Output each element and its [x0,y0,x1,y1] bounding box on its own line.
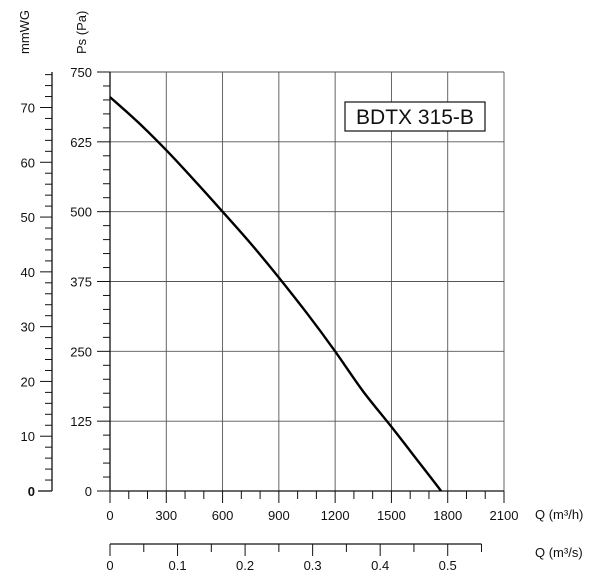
x-m3h-tick-label: 600 [212,508,234,523]
performance-curve [109,96,443,492]
y-pa-tick-label: 500 [70,205,92,220]
y-mmwg-tick-label: 40 [21,265,35,280]
x-m3s-tick-label: 0.3 [304,558,322,573]
grid [110,71,505,491]
y-axis-label-mmwg: mmWG [17,10,32,54]
y-pa-tick-label: 125 [70,414,92,429]
x-m3h-tick-label: 1800 [433,508,462,523]
x-axis-label-m3s: Q (m³/s) [535,545,583,560]
y-mmwg-tick-label: 50 [21,210,35,225]
x-m3s-tick-label: 0.1 [169,558,187,573]
y-mmwg-tick-label: 60 [21,155,35,170]
y-pa-tick-label: 250 [70,344,92,359]
y-mmwg-tick-label: 0 [28,484,35,499]
x-m3h-tick-label: 300 [155,508,177,523]
x-m3s-tick-label: 0 [106,558,113,573]
x-m3h-tick-label: 1200 [321,508,350,523]
y-mmwg-tick-label: 30 [21,320,35,335]
x-m3s-tick-label: 0.2 [236,558,254,573]
y-mmwg-tick-label: 20 [21,374,35,389]
y-axis-label-pa: Ps (Pa) [74,11,89,54]
y-pa-tick-label: 625 [70,135,92,150]
x-m3s-tick-label: 0.5 [439,558,457,573]
chart-title-frame [344,101,486,132]
x-m3h-tick-label: 0 [106,508,113,523]
y-pa-tick-label: 375 [70,275,92,290]
x-m3s-tick-label: 0.4 [371,558,389,573]
y-pa-tick-label: 0 [85,484,92,499]
series [109,96,443,492]
x-m3h-tick-label: 900 [268,508,290,523]
x-axis-label-m3h: Q (m³/h) [535,507,583,522]
y-pa-tick-label: 750 [70,65,92,80]
x-m3h-tick-label: 2100 [490,508,519,523]
chart-title: BDTX 315-B [356,106,474,129]
chart-title-box: BDTX 315-B [344,101,486,132]
axes [38,71,505,556]
y-mmwg-tick-label: 70 [21,100,35,115]
x-m3h-tick-label: 1500 [377,508,406,523]
y-mmwg-tick-label: 10 [21,429,35,444]
